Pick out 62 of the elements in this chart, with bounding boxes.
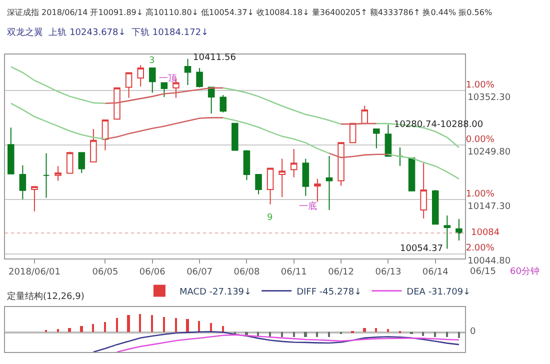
x-tick-label: 06/06 <box>139 267 166 278</box>
annotation: 10411.56 <box>193 53 236 63</box>
x-tick-label: 06/14 <box>422 267 449 278</box>
bar <box>151 315 153 332</box>
bar <box>458 332 460 338</box>
bar <box>104 322 106 332</box>
bar <box>127 315 130 332</box>
bar <box>139 314 141 332</box>
x-tick-label: 06/05 <box>92 267 118 278</box>
bar <box>80 326 83 332</box>
bar <box>387 329 389 332</box>
bar <box>245 332 248 336</box>
legend-label: DIFF -45.278↓ <box>296 287 362 298</box>
bar <box>186 319 189 332</box>
x-tick-label: 06/12 <box>328 267 354 278</box>
annotation: 10280.74-10288.00 <box>394 120 484 130</box>
chart-title: 深证成指 2018/06/14 开10091.89↓ 高10110.80↓ 低10054.37↓ 收10084.18↓ 量36400205↑ 额4333786↑ 换0.44% 振0.56% <box>7 8 492 17</box>
bar <box>304 332 307 338</box>
bar <box>328 332 330 338</box>
y2-tick-label: 1.00% <box>466 189 495 200</box>
bar <box>363 328 366 332</box>
bar <box>375 328 377 332</box>
legend-label: MACD -27.139↓ <box>179 287 252 298</box>
x-tick-label: 06/13 <box>375 267 402 278</box>
bar <box>434 332 436 338</box>
y2-tick-label: 1.00% <box>466 80 495 90</box>
bar <box>281 332 283 338</box>
text: 60分钟 <box>510 266 540 277</box>
annotation: 9 <box>267 213 273 223</box>
y-tick-label: 10147.30 <box>468 202 511 212</box>
x-tick-label: 06/11 <box>280 267 307 278</box>
x-tick-label: 06/08 <box>234 267 260 278</box>
bar <box>293 332 295 338</box>
bar <box>57 329 59 332</box>
bar <box>222 326 224 332</box>
bar <box>198 321 200 332</box>
bar <box>446 332 448 338</box>
bar <box>316 332 318 338</box>
chart-subtitle: 双龙之翼 上轨 10243.678↓ 下轨 10184.172↓ <box>7 27 209 38</box>
text: 06/15 <box>470 267 496 277</box>
x-tick-label: 06/07 <box>186 267 213 278</box>
annotation: 10054.37 <box>400 244 443 254</box>
bar <box>163 317 165 332</box>
x-tick-label: 2018/06/01 <box>8 267 60 278</box>
annotation: 3 <box>149 56 155 66</box>
y-tick-label: 10249.80 <box>468 147 511 158</box>
y-tick-label: 10352.30 <box>468 92 511 103</box>
bar <box>175 318 177 332</box>
bar <box>422 332 424 336</box>
bar <box>92 324 94 332</box>
ref-line-label: 10084 <box>471 228 500 238</box>
bar <box>269 332 271 338</box>
annotation: 一顶 <box>159 74 177 84</box>
annotation: 一底 <box>299 201 317 212</box>
y2-tick-label: 2.00% <box>466 244 495 254</box>
y2-tick-label: 0.00% <box>466 134 495 145</box>
bar <box>116 318 118 332</box>
chart-title: 定量结构(12,26,9) <box>7 291 84 302</box>
legend-label: DEA -31.709↓ <box>406 287 471 298</box>
text: 0 <box>470 327 476 337</box>
y-tick-label: 10044.80 <box>468 256 511 266</box>
bar <box>68 328 71 332</box>
